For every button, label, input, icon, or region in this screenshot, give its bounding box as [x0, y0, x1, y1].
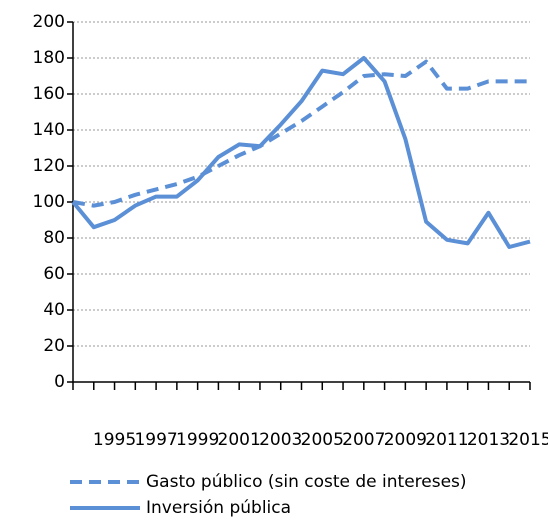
y-tick-label: 100 [33, 192, 65, 212]
x-tick-label: 2001 [218, 430, 261, 450]
y-tick-label: 80 [43, 228, 65, 248]
y-tick-label: 40 [43, 300, 65, 320]
x-tick-label: 2005 [301, 430, 344, 450]
y-tick-label: 140 [33, 120, 65, 140]
y-tick-label: 0 [54, 372, 65, 392]
y-tick-label: 120 [33, 156, 65, 176]
x-tick-label: 2011 [425, 430, 468, 450]
y-tick-label: 160 [33, 84, 65, 104]
x-tick-label: 2009 [384, 430, 427, 450]
x-tick-label: 2007 [342, 430, 385, 450]
y-tick-label: 60 [43, 264, 65, 284]
x-tick-label: 1999 [176, 430, 219, 450]
line-series [71, 56, 531, 249]
x-tick-label: 2003 [259, 430, 302, 450]
legend-label: Gasto público (sin coste de intereses) [146, 472, 467, 492]
line-series [72, 59, 530, 208]
y-tick-label: 200 [33, 12, 65, 32]
y-tick-label: 180 [33, 48, 65, 68]
x-tick-label: 1997 [134, 430, 177, 450]
y-tick-label: 20 [43, 336, 65, 356]
x-tick-label: 1995 [93, 430, 136, 450]
x-tick-label: 2013 [467, 430, 510, 450]
x-tick-label: 2015 [508, 430, 548, 450]
legend-label: Inversión pública [146, 498, 291, 518]
